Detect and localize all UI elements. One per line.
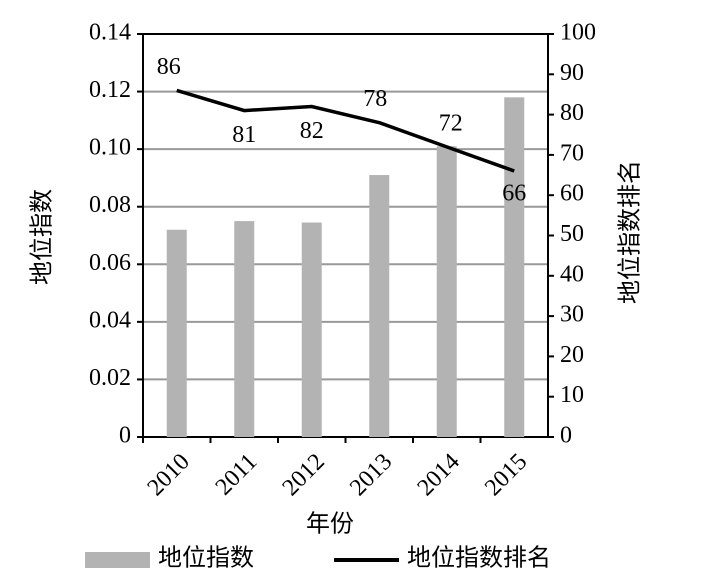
x-tick-label: 2014: [413, 449, 465, 501]
y2-tick-label: 70: [560, 140, 584, 166]
y-tick-label: 0.04: [89, 307, 131, 333]
legend-swatch: [85, 552, 150, 568]
bar: [166, 229, 187, 437]
y-axis-title: 地位指数: [29, 189, 56, 285]
data-label: 66: [502, 181, 526, 207]
y-tick-label: 0.02: [89, 365, 131, 391]
y-tick-label: 0.08: [89, 192, 131, 218]
y2-axis-title: 地位指数排名: [617, 160, 644, 304]
y2-tick-label: 0: [560, 423, 572, 449]
bar: [436, 146, 457, 437]
data-label: 86: [157, 54, 181, 80]
data-label: 82: [300, 118, 324, 144]
x-axis-title: 年份: [306, 511, 354, 538]
y2-tick-label: 90: [560, 60, 584, 86]
x-tick-label: 2013: [345, 449, 397, 501]
y-tick-label: 0.06: [89, 250, 131, 276]
y2-tick-label: 100: [560, 20, 596, 46]
y2-tick-label: 20: [560, 342, 584, 368]
bar: [504, 97, 525, 437]
legend-label: 地位指数排名: [407, 545, 551, 572]
x-tick-label: 2010: [143, 449, 195, 501]
y-tick-label: 0.10: [89, 135, 131, 161]
y-tick-label: 0.12: [89, 77, 131, 103]
y2-tick-label: 80: [560, 100, 584, 126]
plot-frame: [142, 33, 549, 438]
y-tick-label: 0.14: [89, 20, 131, 46]
bar: [234, 221, 255, 437]
legend-label: 地位指数: [158, 545, 254, 572]
y2-tick-label: 10: [560, 382, 584, 408]
bar: [301, 222, 322, 437]
x-tick-label: 2015: [480, 449, 532, 501]
data-label: 72: [439, 110, 463, 136]
data-label: 81: [232, 122, 256, 148]
data-label: 78: [363, 86, 387, 112]
y2-tick-label: 60: [560, 181, 584, 207]
y2-tick-label: 40: [560, 261, 584, 287]
y2-tick-label: 50: [560, 221, 584, 247]
bar: [369, 175, 390, 438]
x-tick-label: 2012: [278, 449, 330, 501]
y-tick-label: 0: [119, 423, 131, 449]
line: [176, 88, 515, 173]
y2-tick-label: 30: [560, 302, 584, 328]
x-tick-label: 2011: [211, 449, 263, 501]
